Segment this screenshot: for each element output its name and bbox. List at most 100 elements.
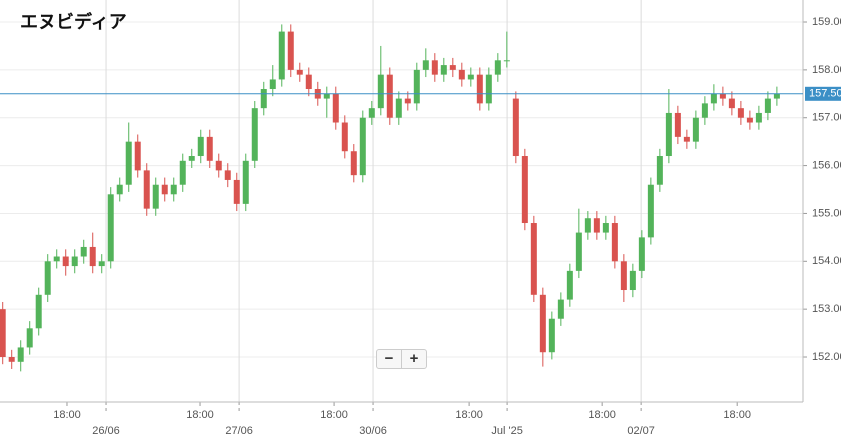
candle-body <box>512 98 519 157</box>
candle-body <box>215 160 222 171</box>
x-tick-label: 18:00 <box>320 409 348 421</box>
x-date-label: 27/06 <box>225 425 253 437</box>
y-tick-label: 155.00 <box>812 207 841 219</box>
candle-body <box>278 31 285 80</box>
candle-body <box>755 112 762 123</box>
candle-body <box>35 294 42 329</box>
candle-body <box>476 74 483 104</box>
candle-body <box>593 218 600 233</box>
candle-body <box>404 98 411 104</box>
candle-body <box>665 112 672 157</box>
candle-body <box>8 357 15 362</box>
candle-body <box>53 256 60 262</box>
candle-body <box>503 60 510 62</box>
zoom-in-button[interactable]: + <box>401 350 426 368</box>
candle-body <box>197 136 204 157</box>
x-date-label: Jul '25 <box>491 425 522 437</box>
candle-body <box>557 299 564 319</box>
candle-body <box>161 184 168 195</box>
candle-body <box>188 156 195 161</box>
x-tick-label: 18:00 <box>588 409 616 421</box>
candle-body <box>377 74 384 109</box>
candle-body <box>332 93 339 123</box>
candle-body <box>170 184 177 195</box>
candle-body <box>287 31 294 70</box>
candle-body <box>26 328 33 348</box>
candle-body <box>611 223 618 262</box>
candle-body <box>764 98 771 113</box>
x-date-label: 30/06 <box>359 425 387 437</box>
candle-body <box>350 151 357 176</box>
candle-body <box>530 223 537 295</box>
x-tick-label: 18:00 <box>53 409 81 421</box>
current-price-box <box>805 86 841 101</box>
x-tick-label: 18:00 <box>455 409 483 421</box>
y-tick-label: 158.00 <box>812 64 841 76</box>
candle-body <box>125 141 132 185</box>
candle-body <box>71 256 78 267</box>
candle-body <box>647 184 654 238</box>
candle-body <box>449 65 456 70</box>
candle-body <box>179 160 186 185</box>
candle-body <box>440 65 447 75</box>
candle-body <box>467 74 474 80</box>
candle-body <box>719 93 726 99</box>
candle-body <box>710 93 717 104</box>
candle-body <box>683 136 690 142</box>
candle-body <box>98 261 105 267</box>
x-date-label: 26/06 <box>92 425 120 437</box>
candle-body <box>485 74 492 104</box>
candle-body <box>566 270 573 300</box>
candle-body <box>746 117 753 123</box>
x-date-label: 02/07 <box>627 425 655 437</box>
candle-body <box>431 60 438 75</box>
candle-body <box>242 160 249 204</box>
candle-body <box>341 122 348 152</box>
candle-body <box>737 108 744 118</box>
candle-body <box>413 69 420 104</box>
y-tick-label: 156.00 <box>812 159 841 171</box>
y-tick-label: 152.00 <box>812 351 841 363</box>
candle-body <box>305 74 312 90</box>
candle-body <box>494 60 501 75</box>
candle-body <box>44 261 51 295</box>
x-tick-label: 18:00 <box>186 409 214 421</box>
candle-body <box>422 60 429 70</box>
candle-body <box>575 232 582 271</box>
candle-body <box>602 223 609 233</box>
candle-body <box>458 69 465 80</box>
candle-body <box>692 117 699 142</box>
candle-body <box>629 270 636 291</box>
candle-body <box>89 246 96 267</box>
y-tick-label: 157.00 <box>812 112 841 124</box>
candle-body <box>152 184 159 209</box>
candle-body <box>251 108 258 161</box>
candle-body <box>395 98 402 118</box>
candle-body <box>143 170 150 209</box>
zoom-out-button[interactable]: − <box>384 350 394 367</box>
candle-body <box>134 141 141 171</box>
candle-body <box>233 179 240 204</box>
candle-body <box>701 103 708 118</box>
x-tick-label: 18:00 <box>723 409 751 421</box>
candle-body <box>116 184 123 195</box>
candle-body <box>260 89 267 109</box>
candle-body <box>107 194 114 262</box>
y-tick-label: 153.00 <box>812 303 841 315</box>
candle-body <box>521 156 528 224</box>
y-tick-label: 159.00 <box>812 16 841 28</box>
candle-body <box>296 69 303 75</box>
candle-body <box>368 108 375 118</box>
candle-body <box>62 256 69 267</box>
candle-body <box>359 117 366 176</box>
current-price-label: 157.50 <box>809 88 841 100</box>
candle-body <box>0 309 6 358</box>
candle-body <box>206 136 213 161</box>
zoom-controls: − + <box>376 349 427 369</box>
candle-body <box>548 318 555 353</box>
candle-body <box>773 93 780 99</box>
candle-body <box>674 112 681 137</box>
candle-body <box>80 246 87 257</box>
